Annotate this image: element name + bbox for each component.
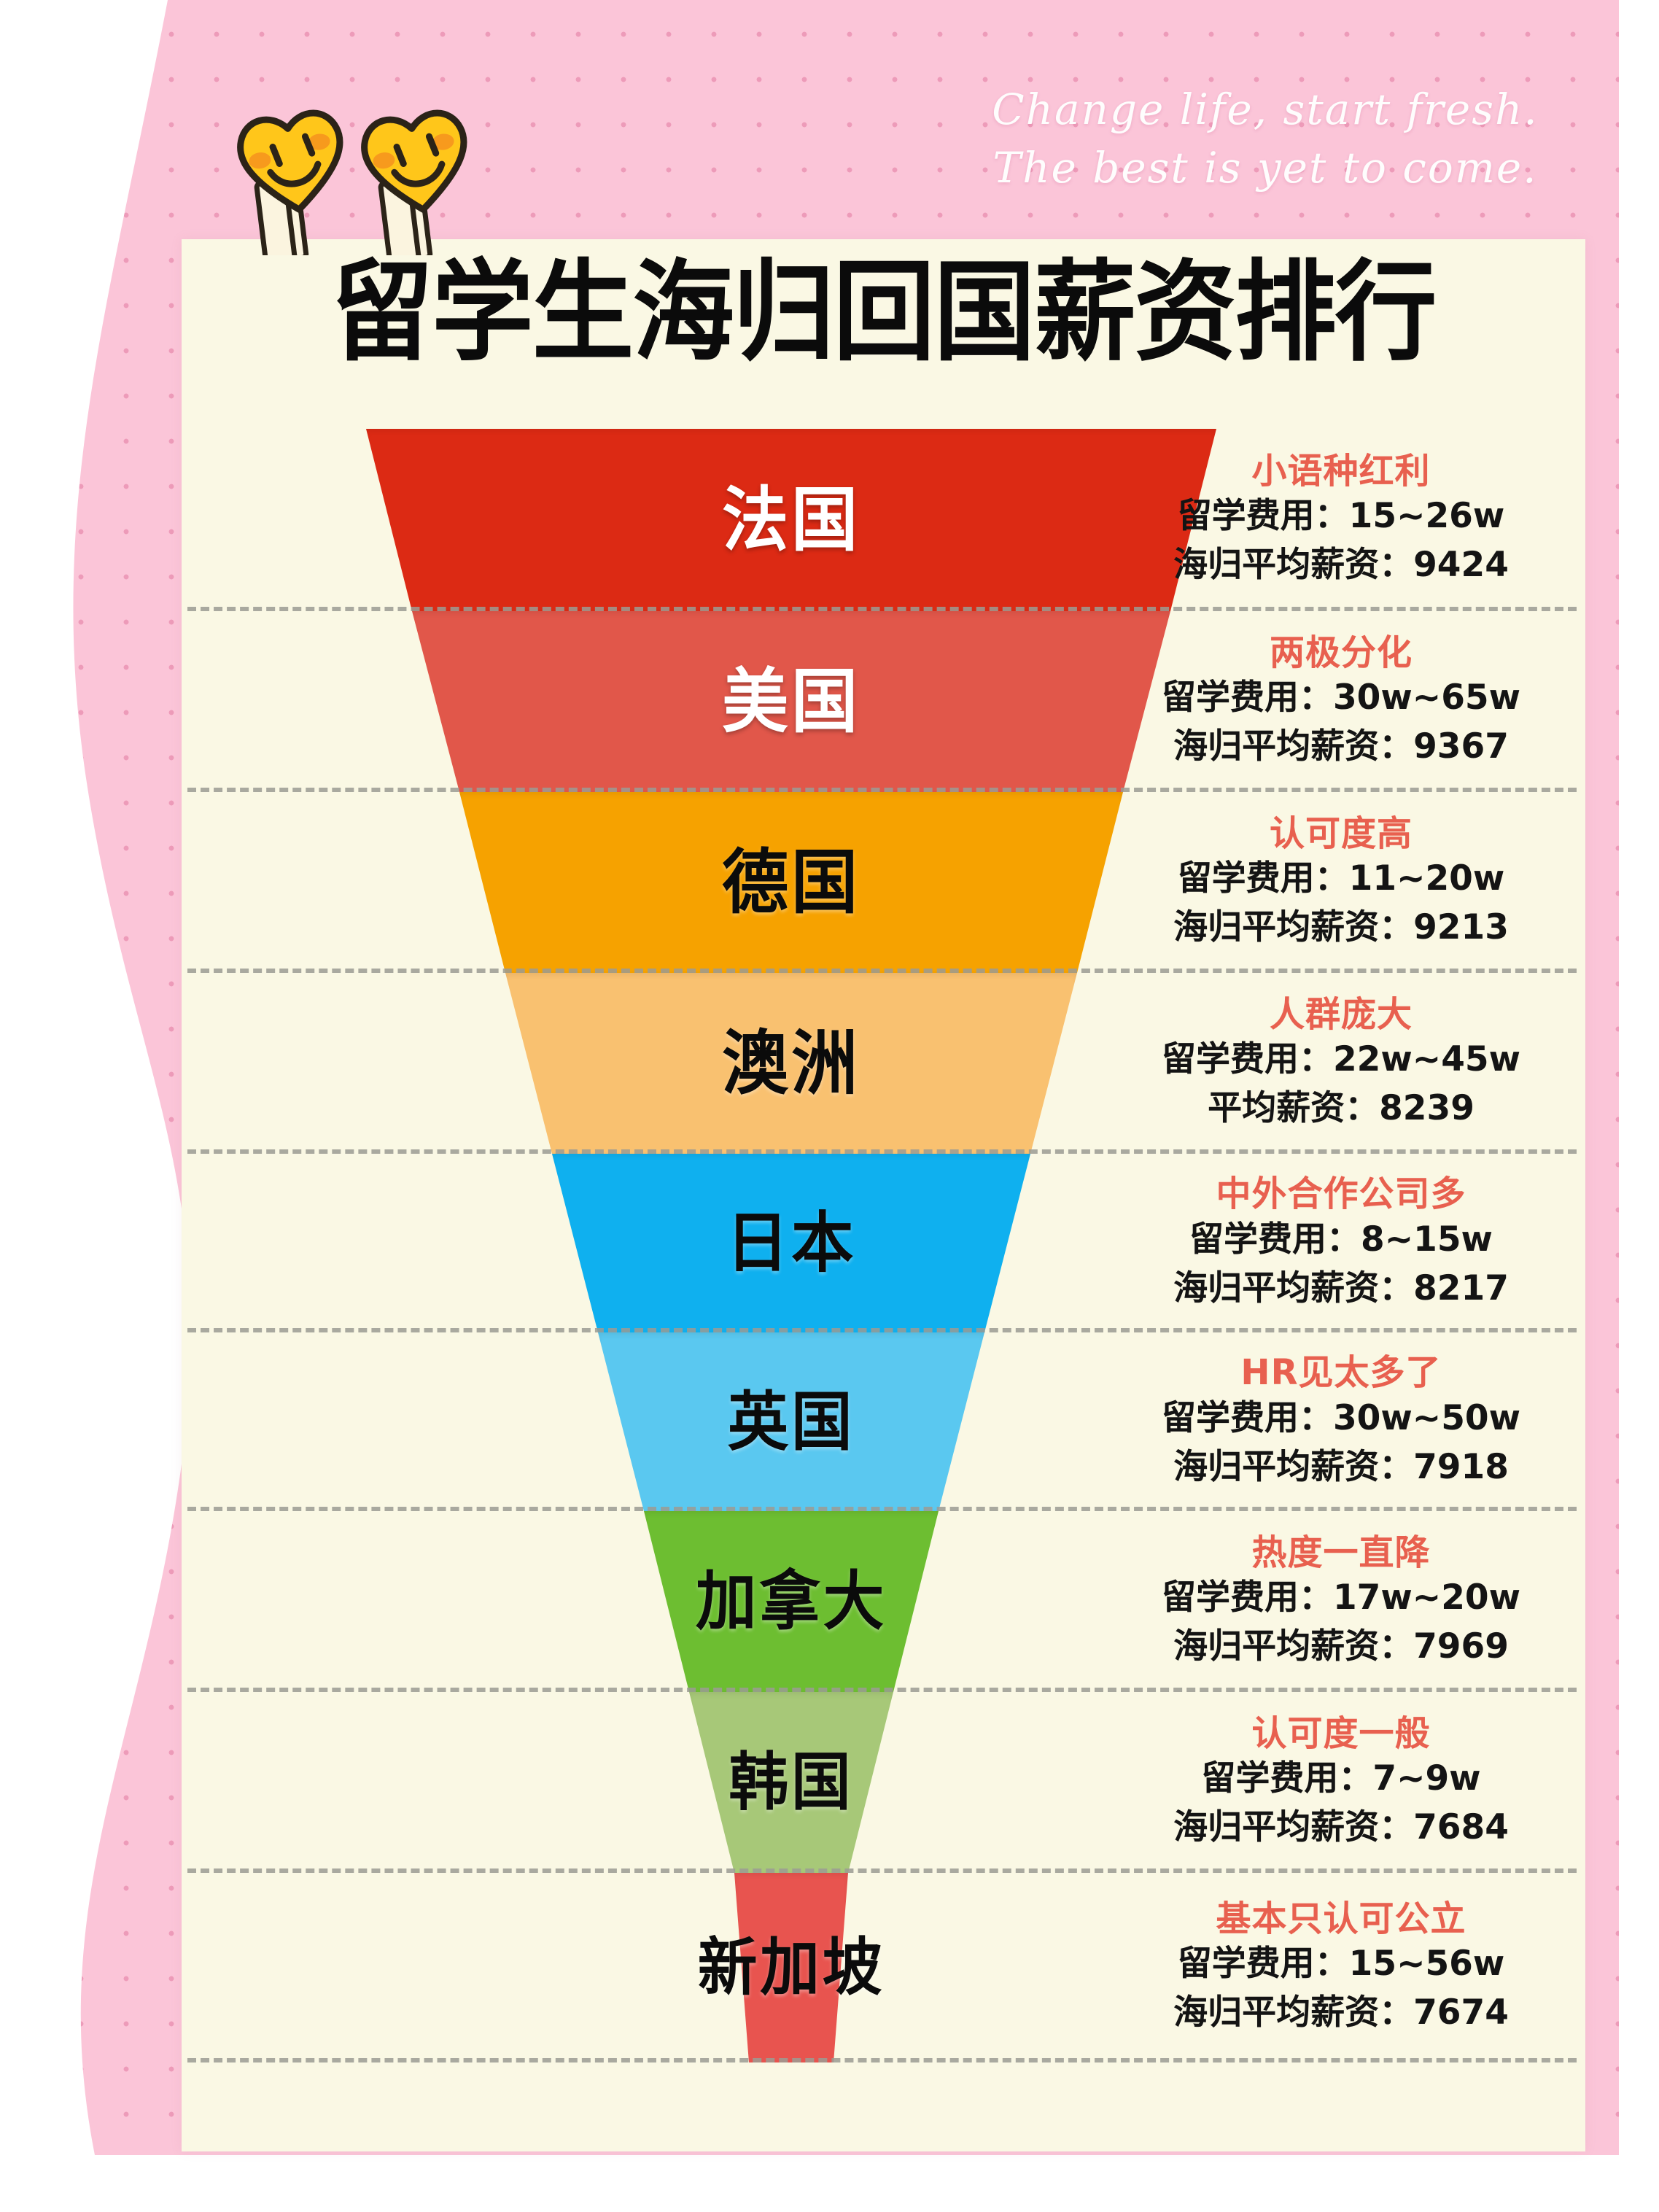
funnel-row: 加拿大 热度一直降 留学费用：17w~20w 海归平均薪资：7969 <box>182 1511 1585 1692</box>
row-headline: 认可度一般 <box>1251 1712 1431 1754</box>
funnel-row: 英国 HR见太多了 留学费用：30w~50w 海归平均薪资：7918 <box>182 1332 1585 1511</box>
row-salary: 海归平均薪资：9213 <box>1173 907 1509 948</box>
row-headline: 两极分化 <box>1269 632 1413 673</box>
row-headline: 基本只认可公立 <box>1216 1898 1466 1939</box>
country-label: 德国 <box>722 842 860 923</box>
country-label: 美国 <box>722 661 860 742</box>
row-cost: 留学费用：17w~20w <box>1161 1577 1521 1618</box>
country-label: 加拿大 <box>695 1564 887 1639</box>
row-cost: 留学费用：11~20w <box>1177 858 1505 899</box>
funnel-segment-澳洲[interactable] <box>505 973 1077 1154</box>
funnel-segment-shape <box>734 1873 848 2062</box>
row-separator <box>187 788 1577 792</box>
funnel-segment-shape <box>644 1511 939 1692</box>
funnel-ranking-list: 法国 小语种红利 留学费用：15~26w 海归平均薪资：9424 美国 两极分化留学费用：… <box>182 429 1585 2062</box>
funnel-segment-英国[interactable] <box>598 1332 984 1511</box>
row-info: 认可度高 留学费用：11~20w 海归平均薪资：9213 <box>1100 792 1582 973</box>
funnel-segment-shape <box>598 1332 984 1511</box>
row-info: 热度一直降 留学费用：17w~20w 海归平均薪资：7969 <box>1100 1511 1582 1692</box>
page-title: 留学生海归回国薪资排行 <box>331 249 1437 376</box>
heart-smiley-icon-left <box>237 109 343 213</box>
row-headline: 热度一直降 <box>1251 1532 1431 1573</box>
row-info: 小语种红利 留学费用：15~26w 海归平均薪资：9424 <box>1100 429 1582 611</box>
row-salary: 海归平均薪资：9424 <box>1173 545 1509 586</box>
funnel-row: 澳洲 人群庞大 留学费用：22w~45w 平均薪资：8239 <box>182 973 1585 1154</box>
country-label: 英国 <box>727 1384 855 1459</box>
row-headline: 人群庞大 <box>1269 993 1413 1035</box>
row-info: 两极分化留学费用：30w~65w 海归平均薪资：9367 <box>1100 611 1582 792</box>
row-separator <box>187 1688 1577 1692</box>
row-separator <box>187 2058 1577 2062</box>
row-salary: 平均薪资：8239 <box>1208 1088 1475 1129</box>
tagline-line-1: Change life, start fresh. <box>992 85 1539 134</box>
funnel-segment-美国[interactable] <box>412 611 1170 792</box>
funnel-segment-新加坡[interactable] <box>734 1873 848 2062</box>
row-headline: 小语种红利 <box>1251 450 1431 492</box>
row-separator <box>187 969 1577 973</box>
background-bottom-margin <box>0 2155 1659 2212</box>
row-salary: 海归平均薪资：7969 <box>1173 1626 1509 1667</box>
row-cost: 留学费用：22w~45w <box>1161 1039 1521 1080</box>
row-headline: HR见太多了 <box>1240 1352 1442 1394</box>
row-cost: 留学费用：8~15w <box>1189 1219 1493 1260</box>
country-label: 日本 <box>726 1204 857 1281</box>
row-cost: 留学费用：15~56w <box>1177 1944 1505 1984</box>
row-info: HR见太多了 留学费用：30w~50w 海归平均薪资：7918 <box>1100 1332 1582 1511</box>
row-salary: 海归平均薪资：9367 <box>1173 726 1509 767</box>
row-cost: 留学费用：30w~65w <box>1161 678 1521 718</box>
funnel-segment-日本[interactable] <box>552 1154 1030 1332</box>
funnel-row: 德国 认可度高 留学费用：11~20w 海归平均薪资：9213 <box>182 792 1585 973</box>
row-separator <box>187 607 1577 611</box>
country-label: 法国 <box>722 479 860 561</box>
funnel-row: 韩国 认可度一般 留学费用：7~9w 海归平均薪资：7684 <box>182 1692 1585 1873</box>
row-cost: 留学费用：30w~50w <box>1161 1397 1521 1438</box>
funnel-segment-shape <box>552 1154 1030 1332</box>
tagline-line-2: The best is yet to come. <box>992 143 1538 193</box>
row-headline: 认可度高 <box>1269 812 1413 854</box>
row-separator <box>187 1868 1577 1873</box>
row-cost: 留学费用：7~9w <box>1201 1758 1481 1799</box>
row-salary: 海归平均薪资：7684 <box>1173 1807 1509 1848</box>
funnel-row: 新加坡 基本只认可公立 留学费用：15~56w 海归平均薪资：7674 <box>182 1873 1585 2062</box>
row-separator <box>187 1328 1577 1332</box>
heart-smiley-icon-right <box>361 109 467 213</box>
row-separator <box>187 1507 1577 1511</box>
country-label: 澳洲 <box>722 1022 860 1104</box>
row-info: 人群庞大 留学费用：22w~45w 平均薪资：8239 <box>1100 973 1582 1154</box>
row-salary: 海归平均薪资：8217 <box>1173 1268 1509 1308</box>
row-salary: 海归平均薪资：7918 <box>1173 1446 1509 1487</box>
funnel-segment-shape <box>459 792 1123 973</box>
funnel-segment-法国[interactable] <box>366 429 1216 611</box>
funnel-segment-韩国[interactable] <box>689 1692 893 1873</box>
funnel-segment-shape <box>366 429 1216 611</box>
row-salary: 海归平均薪资：7674 <box>1173 1992 1509 2033</box>
country-label: 新加坡 <box>697 1931 885 2004</box>
funnel-segment-shape <box>412 611 1170 792</box>
funnel-row: 日本 中外合作公司多 留学费用：8~15w 海归平均薪资：8217 <box>182 1154 1585 1332</box>
funnel-segment-加拿大[interactable] <box>644 1511 939 1692</box>
heart-smiley-clips <box>204 95 481 255</box>
row-cost: 留学费用：15~26w <box>1177 496 1505 537</box>
tagline-script: Change life, start fresh. The best is ye… <box>926 80 1604 197</box>
funnel-segment-德国[interactable] <box>459 792 1123 973</box>
row-info: 中外合作公司多 留学费用：8~15w 海归平均薪资：8217 <box>1100 1154 1582 1332</box>
row-separator <box>187 1149 1577 1154</box>
funnel-row: 法国 小语种红利 留学费用：15~26w 海归平均薪资：9424 <box>182 429 1585 611</box>
row-info: 基本只认可公立 留学费用：15~56w 海归平均薪资：7674 <box>1100 1873 1582 2062</box>
country-label: 韩国 <box>729 1746 854 1819</box>
funnel-segment-shape <box>505 973 1077 1154</box>
row-headline: 中外合作公司多 <box>1216 1173 1466 1215</box>
content-card: 留学生海归回国薪资排行 法国 小语种红利 留学费用：15~26w 海归平均薪资：942… <box>182 239 1585 2151</box>
row-info: 认可度一般 留学费用：7~9w 海归平均薪资：7684 <box>1100 1692 1582 1873</box>
background-right-margin <box>1619 0 1659 2155</box>
funnel-row: 美国 两极分化留学费用：30w~65w 海归平均薪资：9367 <box>182 611 1585 792</box>
